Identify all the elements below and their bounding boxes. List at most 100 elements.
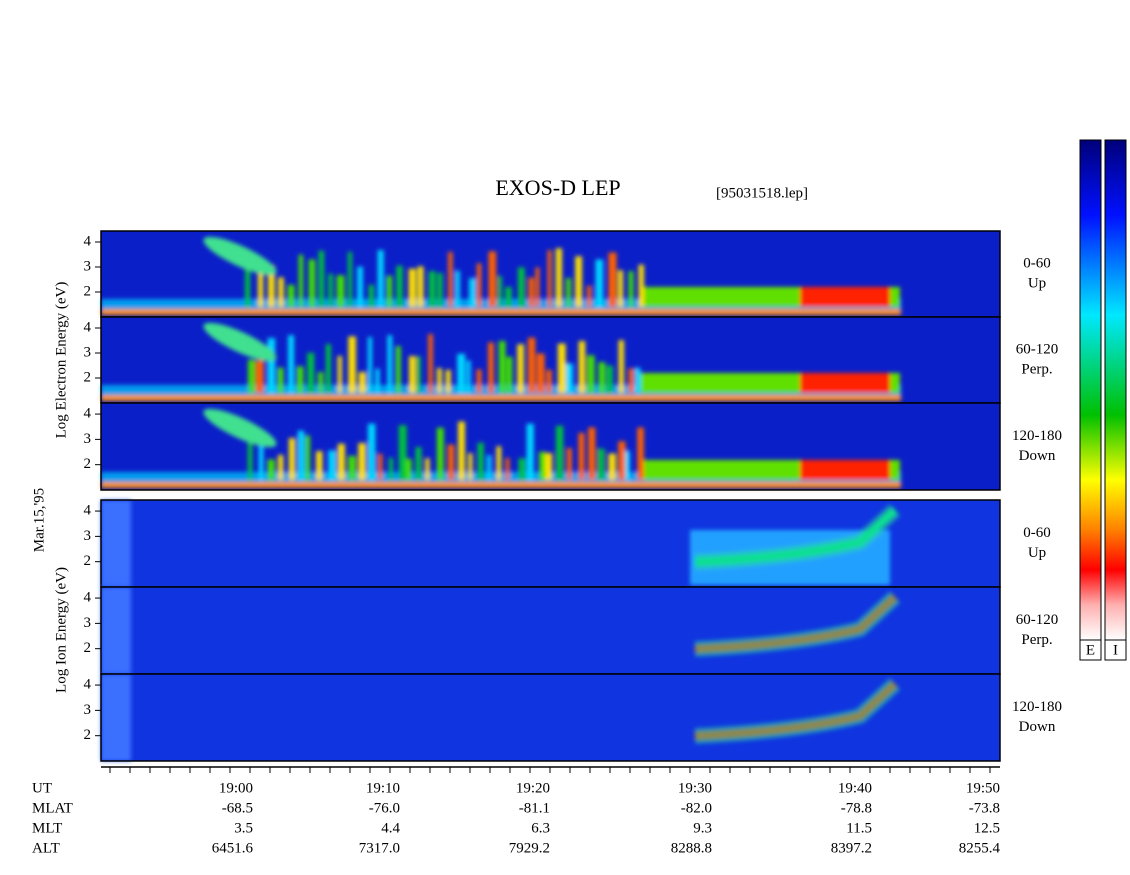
table-cell: 7317.0 — [359, 840, 400, 856]
y-tick-label: 3 — [84, 615, 92, 631]
texture — [387, 335, 393, 393]
y-tick-label: 2 — [84, 456, 92, 472]
y-tick-label: 3 — [84, 702, 92, 718]
texture — [578, 340, 586, 393]
texture — [618, 340, 624, 393]
texture — [367, 337, 373, 393]
texture — [638, 264, 644, 307]
y-axis-label: Log Ion Energy (eV) — [53, 567, 69, 693]
texture — [518, 458, 526, 480]
texture — [318, 371, 324, 393]
texture — [628, 368, 634, 393]
x-axis: UT 19:00 19:10 19:20 19:30 19:40 19:50 MLAT -68.… — [32, 766, 1001, 856]
texture — [477, 442, 484, 480]
y-tick-label: 3 — [84, 258, 92, 274]
table-cell: 3.5 — [234, 820, 253, 836]
texture — [694, 678, 901, 744]
panels: 2 3 4 0-60 Up 2 3 4 60-120 Perp. 2 3 4 120-180 Down 2 3 4… — [84, 230, 1062, 762]
y-tick-label: 2 — [84, 727, 92, 743]
texture — [288, 438, 296, 480]
y-tick-label: 4 — [84, 590, 92, 606]
texture — [538, 451, 546, 480]
texture — [566, 448, 572, 480]
texture — [528, 277, 535, 307]
texture — [587, 355, 595, 393]
texture — [468, 453, 473, 480]
table-cell: -78.8 — [841, 800, 872, 816]
date-label: Mar.15,'95 — [31, 488, 47, 552]
table-cell: 19:30 — [678, 780, 712, 796]
texture — [255, 360, 264, 393]
texture — [357, 266, 363, 307]
texture — [535, 267, 540, 307]
texture — [337, 443, 345, 480]
texture — [325, 344, 331, 393]
texture — [268, 265, 275, 307]
texture — [458, 421, 465, 480]
texture — [468, 278, 476, 307]
y-tick-label: 4 — [84, 233, 92, 249]
texture — [408, 268, 417, 307]
y-tick-label: 2 — [84, 369, 92, 385]
texture — [278, 454, 284, 480]
texture — [348, 336, 356, 393]
texture — [428, 334, 433, 393]
texture — [545, 453, 553, 480]
texture — [496, 446, 502, 480]
row-label: ALT — [32, 840, 60, 856]
texture — [466, 360, 471, 393]
texture — [428, 271, 436, 307]
texture — [437, 368, 442, 393]
texture — [425, 458, 430, 480]
texture — [597, 448, 605, 480]
texture — [557, 343, 566, 393]
texture — [800, 287, 890, 307]
texture — [101, 395, 901, 401]
texture — [396, 265, 403, 307]
texture — [694, 591, 901, 657]
texture — [328, 450, 336, 480]
panel-sublabel: Perp. — [1021, 632, 1052, 648]
texture — [598, 362, 606, 393]
table-cell: -81.1 — [519, 800, 550, 816]
texture — [308, 259, 316, 307]
panel-frame — [100, 673, 1001, 762]
y-tick-label: 4 — [84, 319, 92, 335]
texture — [101, 587, 131, 674]
texture — [565, 363, 574, 393]
texture — [448, 251, 453, 307]
texture — [447, 444, 455, 480]
y-tick-label: 2 — [84, 640, 92, 656]
panel-label: 120-180 — [1012, 428, 1062, 444]
table-cell: 9.3 — [693, 820, 712, 836]
panel-label: 120-180 — [1012, 699, 1062, 715]
texture — [395, 346, 401, 393]
texture — [203, 322, 277, 362]
texture — [337, 355, 342, 393]
texture — [555, 425, 564, 480]
panel-label: 60-120 — [1016, 612, 1059, 628]
spectrogram-texture — [101, 674, 901, 761]
texture — [498, 275, 503, 307]
colorbar-label: E — [1086, 642, 1095, 658]
texture — [358, 443, 366, 480]
texture — [405, 458, 412, 480]
texture — [628, 271, 634, 307]
file-name: [95031518.lep] — [716, 185, 808, 201]
texture — [398, 425, 407, 480]
y-tick-label: 4 — [84, 503, 92, 519]
texture — [457, 353, 466, 393]
texture — [316, 451, 323, 480]
texture — [547, 250, 552, 307]
texture — [436, 427, 444, 480]
texture — [408, 356, 416, 393]
table-cell: 4.4 — [381, 820, 400, 836]
texture — [267, 338, 276, 393]
table-cell: 8397.2 — [831, 840, 872, 856]
texture — [296, 366, 304, 393]
row-label: MLT — [32, 820, 62, 836]
texture — [101, 309, 901, 315]
row-label: MLAT — [32, 800, 73, 816]
